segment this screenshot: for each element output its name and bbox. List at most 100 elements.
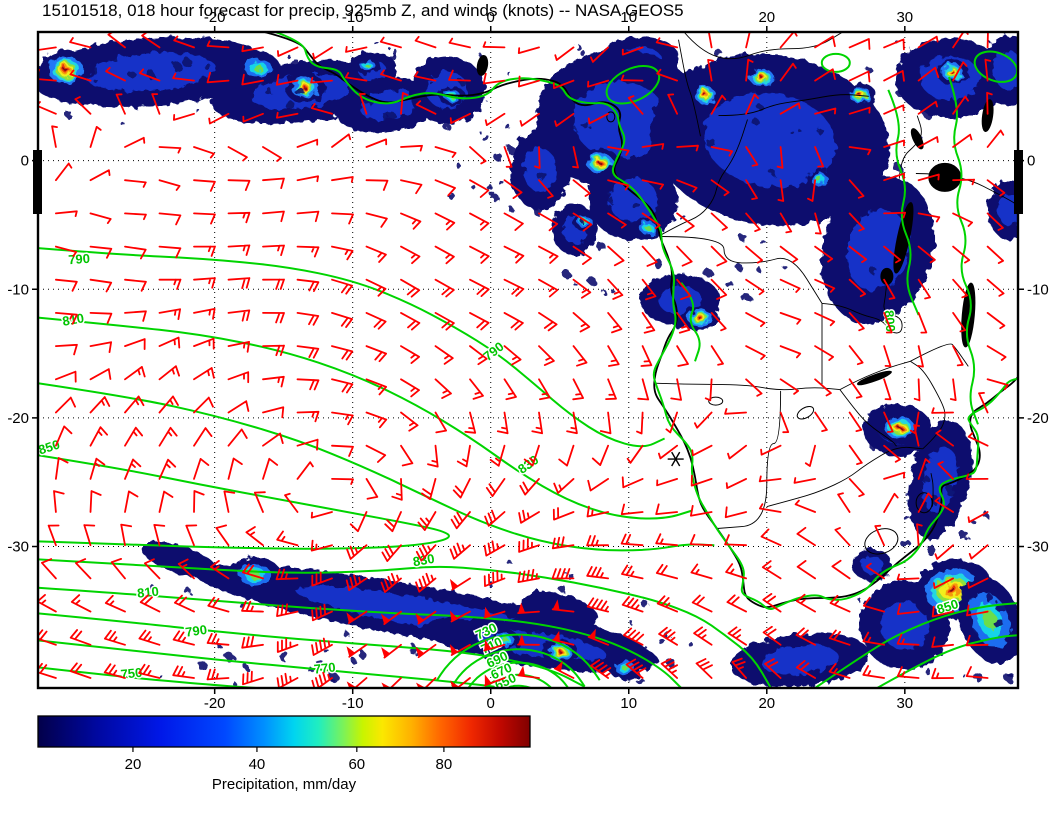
- colorbar-gradient: [37, 715, 531, 748]
- colorbar-tick-label: 60: [348, 756, 365, 773]
- axis-tick-label: 10: [620, 9, 637, 26]
- height-contour: [948, 76, 979, 425]
- plot-title: 15101518, 018 hour forecast for precip, …: [42, 1, 684, 20]
- height-contour: [38, 666, 257, 688]
- precip-blob: [878, 412, 922, 444]
- lake: [893, 202, 914, 274]
- height-contour-coastal: [272, 32, 1018, 610]
- geo-outline: [708, 396, 724, 406]
- lake: [476, 55, 489, 76]
- contour-label: 790: [68, 251, 91, 267]
- height-contour: [876, 634, 1018, 688]
- contour-label: 830: [515, 452, 541, 477]
- precip-blob: [229, 557, 281, 593]
- axis-tick-label: -10: [7, 281, 29, 298]
- axis-tick-label: -10: [342, 695, 364, 712]
- height-contour: [680, 282, 701, 362]
- frame-emphasis-bar: [1014, 150, 1023, 214]
- plot-graphics: 7908108507908308308107907707507307106906…: [7, 9, 1048, 773]
- precip-blob: [852, 549, 892, 581]
- axis-tick-label: -10: [342, 9, 364, 26]
- plot-frame: [36, 30, 1020, 690]
- lake: [880, 267, 894, 285]
- height-contour: [38, 454, 450, 550]
- height-contour: [38, 382, 715, 552]
- contour-label: 770: [313, 659, 336, 676]
- geo-outline: [915, 492, 933, 514]
- precip-blob: [285, 73, 325, 103]
- country-border: [678, 39, 701, 137]
- country-border: [717, 390, 782, 529]
- axis-tick-label: -20: [7, 410, 29, 427]
- axis-tick-label: -20: [204, 9, 226, 26]
- precip-field: [38, 34, 1018, 688]
- colorbar-tick-label: 40: [249, 756, 266, 773]
- height-contour: [38, 586, 682, 688]
- axis-tick-label: 10: [620, 695, 637, 712]
- wind-barbs: [38, 32, 1009, 688]
- country-border: [683, 32, 843, 60]
- country-border: [839, 389, 897, 447]
- country-border: [821, 280, 903, 334]
- geo-outline: [796, 405, 815, 420]
- height-contour-loop: [973, 50, 1018, 83]
- frame-emphasis-bar: [33, 150, 42, 214]
- precip-blob: [936, 60, 968, 84]
- height-contour-arc: [467, 661, 570, 688]
- precip-blob: [744, 65, 780, 91]
- colorbar: 20 40 60 80: [37, 715, 531, 773]
- axis-tick-label: 0: [487, 9, 495, 26]
- height-contour: [814, 602, 1018, 688]
- contour-label: 790: [184, 622, 208, 640]
- axis-tick-label: -30: [7, 539, 29, 556]
- precip-blob: [806, 170, 834, 190]
- axis-tick-label: -20: [1027, 410, 1049, 427]
- country-border: [910, 343, 969, 367]
- lake: [928, 162, 962, 192]
- country-border: [718, 94, 869, 117]
- precip-blob: [844, 83, 876, 107]
- height-contour-arc: [451, 648, 586, 687]
- height-contour-loop: [820, 52, 851, 73]
- height-contour: [887, 89, 920, 316]
- precip-blob: [982, 34, 1018, 106]
- contour-label: 810: [136, 584, 159, 601]
- axis-tick-label: 20: [758, 9, 775, 26]
- country-border: [661, 236, 823, 304]
- frame-and-axes: -20 -20 -10 -10 0 0 10 10 20 20 30 30 0 0 -10 -10 -20 -20…: [7, 9, 1048, 712]
- precip-blob: [689, 83, 721, 107]
- country-border: [653, 382, 840, 391]
- axis-tick-label: 20: [758, 695, 775, 712]
- axis-tick-label: -30: [1027, 539, 1049, 556]
- axis-tick-label: 0: [21, 153, 29, 170]
- height-contours: 7908108507908308308107907707507307106906…: [38, 32, 1018, 688]
- colorbar-tick-label: 20: [125, 756, 142, 773]
- precip-blob: [988, 180, 1018, 240]
- lake: [981, 99, 994, 132]
- axis-tick-label: 30: [896, 9, 913, 26]
- country-border: [930, 473, 934, 507]
- precip-blob: [236, 52, 280, 84]
- height-contour: [38, 639, 505, 688]
- precip-blob: [510, 130, 570, 210]
- height-contour-arc: [503, 684, 534, 688]
- height-contour-arc: [436, 633, 601, 681]
- axis-tick-label: 30: [896, 695, 913, 712]
- wind-barbs-path: [38, 32, 1009, 688]
- geo-outline: [606, 111, 616, 123]
- location-marker: [667, 451, 684, 467]
- precip-blob: [40, 50, 92, 90]
- axis-tick-label: 0: [1027, 153, 1035, 170]
- asterisk-marker-line: [671, 451, 681, 467]
- country-border: [766, 446, 923, 508]
- lake: [910, 128, 924, 150]
- axis-tick-label: -10: [1027, 281, 1049, 298]
- colorbar-tick-label: 80: [436, 756, 453, 773]
- colorbar-label: Precipitation, mm/day: [212, 776, 357, 793]
- axis-tick-label: -20: [204, 695, 226, 712]
- lake: [857, 370, 892, 386]
- country-border: [660, 119, 748, 236]
- height-contour: [38, 247, 666, 448]
